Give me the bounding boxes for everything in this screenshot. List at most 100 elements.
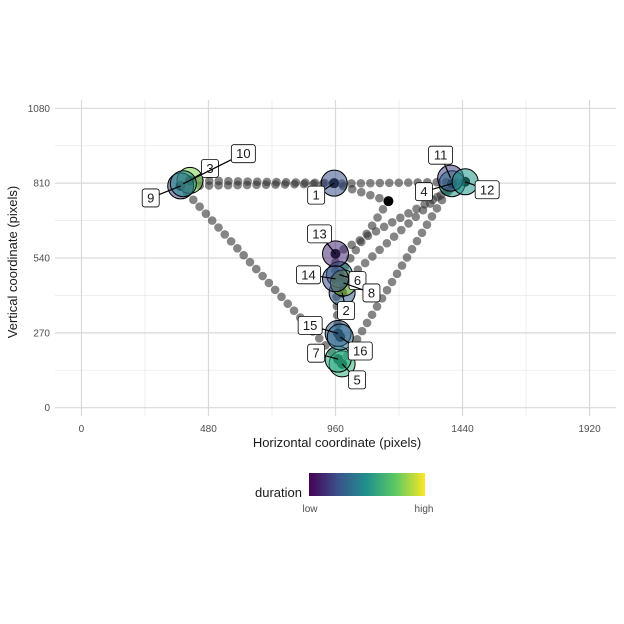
path-dot — [382, 238, 392, 248]
path-dot — [412, 236, 422, 246]
path-dot — [299, 179, 309, 189]
path-dot — [352, 335, 362, 344]
x-tick-label: 0 — [79, 424, 85, 435]
path-dot — [360, 258, 370, 268]
path-dot — [363, 231, 373, 241]
path-dot — [366, 190, 375, 200]
path-dot — [402, 253, 412, 262]
path-dot — [233, 243, 242, 253]
fixation-label-15: 15 — [303, 318, 317, 333]
path-dot — [420, 199, 429, 209]
path-dot — [368, 252, 377, 261]
path-dot — [427, 212, 437, 221]
path-dot — [201, 209, 211, 218]
legend-title: duration — [255, 485, 302, 500]
path-dot — [314, 334, 324, 343]
path-dot — [290, 179, 299, 189]
path-dot — [239, 250, 248, 260]
y-tick-label: 540 — [33, 254, 50, 265]
label-box-1 — [307, 185, 326, 205]
label-box-12 — [474, 180, 500, 200]
path-dot — [392, 269, 402, 279]
path-dot — [375, 245, 384, 255]
path-dot — [407, 244, 417, 254]
path-dot — [371, 227, 381, 236]
legend-low-label: low — [302, 504, 318, 515]
path-dot — [366, 178, 375, 188]
y-tick-label: 810 — [33, 179, 50, 190]
path-dot — [280, 180, 290, 189]
fixation-label-8: 8 — [368, 285, 375, 300]
path-dot — [404, 209, 413, 218]
fixation-label-7: 7 — [313, 346, 320, 361]
label-box-2 — [337, 301, 356, 321]
path-dot — [375, 193, 384, 203]
path-dot — [214, 223, 223, 232]
label-box-10 — [230, 144, 256, 164]
path-dot — [226, 237, 236, 246]
legend-colorbar — [309, 473, 425, 496]
path-dot — [252, 180, 261, 190]
fixation-label-10: 10 — [236, 146, 250, 161]
path-dot — [357, 187, 366, 197]
y-tick-label: 0 — [44, 403, 50, 414]
x-tick-label: 480 — [200, 424, 217, 435]
label-box-6 — [348, 271, 367, 291]
path-dot — [271, 180, 280, 189]
label-box-4 — [415, 182, 433, 202]
path-node — [383, 196, 394, 207]
fixation-label-9: 9 — [147, 190, 154, 205]
path-dot — [357, 326, 367, 336]
path-dot — [251, 264, 261, 274]
path-dot — [362, 318, 372, 328]
path-dot — [387, 277, 397, 287]
path-dot — [411, 212, 421, 222]
path-dot — [220, 230, 230, 239]
x-tick-label: 1440 — [451, 424, 474, 435]
path-dot — [347, 179, 356, 188]
label-box-9 — [141, 188, 160, 208]
path-dot — [195, 202, 204, 212]
path-dot — [356, 178, 366, 188]
fixation-label-11: 11 — [434, 148, 448, 163]
path-dot — [233, 180, 242, 190]
path-dot — [375, 178, 385, 188]
path-dot — [373, 213, 382, 222]
x-tick-label: 1920 — [578, 424, 601, 435]
y-axis-title: Vertical coordinate (pixels) — [5, 186, 20, 338]
path-dot — [389, 232, 399, 241]
y-tick-label: 1080 — [28, 104, 51, 115]
label-box-5 — [348, 370, 367, 390]
label-box-15 — [297, 315, 323, 335]
label-box-11 — [428, 145, 454, 165]
path-dot — [207, 216, 217, 225]
path-dot — [403, 178, 413, 187]
path-dot — [385, 178, 394, 188]
label-box-16 — [347, 341, 373, 361]
path-dot — [277, 292, 286, 302]
duration-legend: duration low high — [255, 473, 433, 515]
label-box-14 — [296, 265, 321, 285]
path-dot — [378, 205, 388, 214]
path-dot — [242, 180, 252, 190]
path-dot — [412, 204, 421, 214]
path-dot — [372, 302, 382, 311]
y-tick-label: 270 — [33, 328, 50, 339]
x-axis-title: Horizontal coordinate (pixels) — [253, 435, 421, 450]
fixation-label-5: 5 — [353, 372, 360, 387]
path-dot — [417, 228, 427, 238]
path-dot — [258, 271, 267, 281]
label-box-8 — [362, 283, 381, 303]
path-dot — [264, 278, 274, 288]
path-dot — [223, 180, 233, 190]
fixation-label-3: 3 — [206, 161, 213, 176]
label-box-7 — [307, 343, 326, 363]
path-dot — [283, 299, 293, 309]
path-dot — [404, 219, 413, 228]
path-dot — [396, 213, 405, 223]
path-dot — [261, 180, 271, 189]
path-dot — [367, 310, 377, 320]
path-dot — [394, 178, 404, 188]
